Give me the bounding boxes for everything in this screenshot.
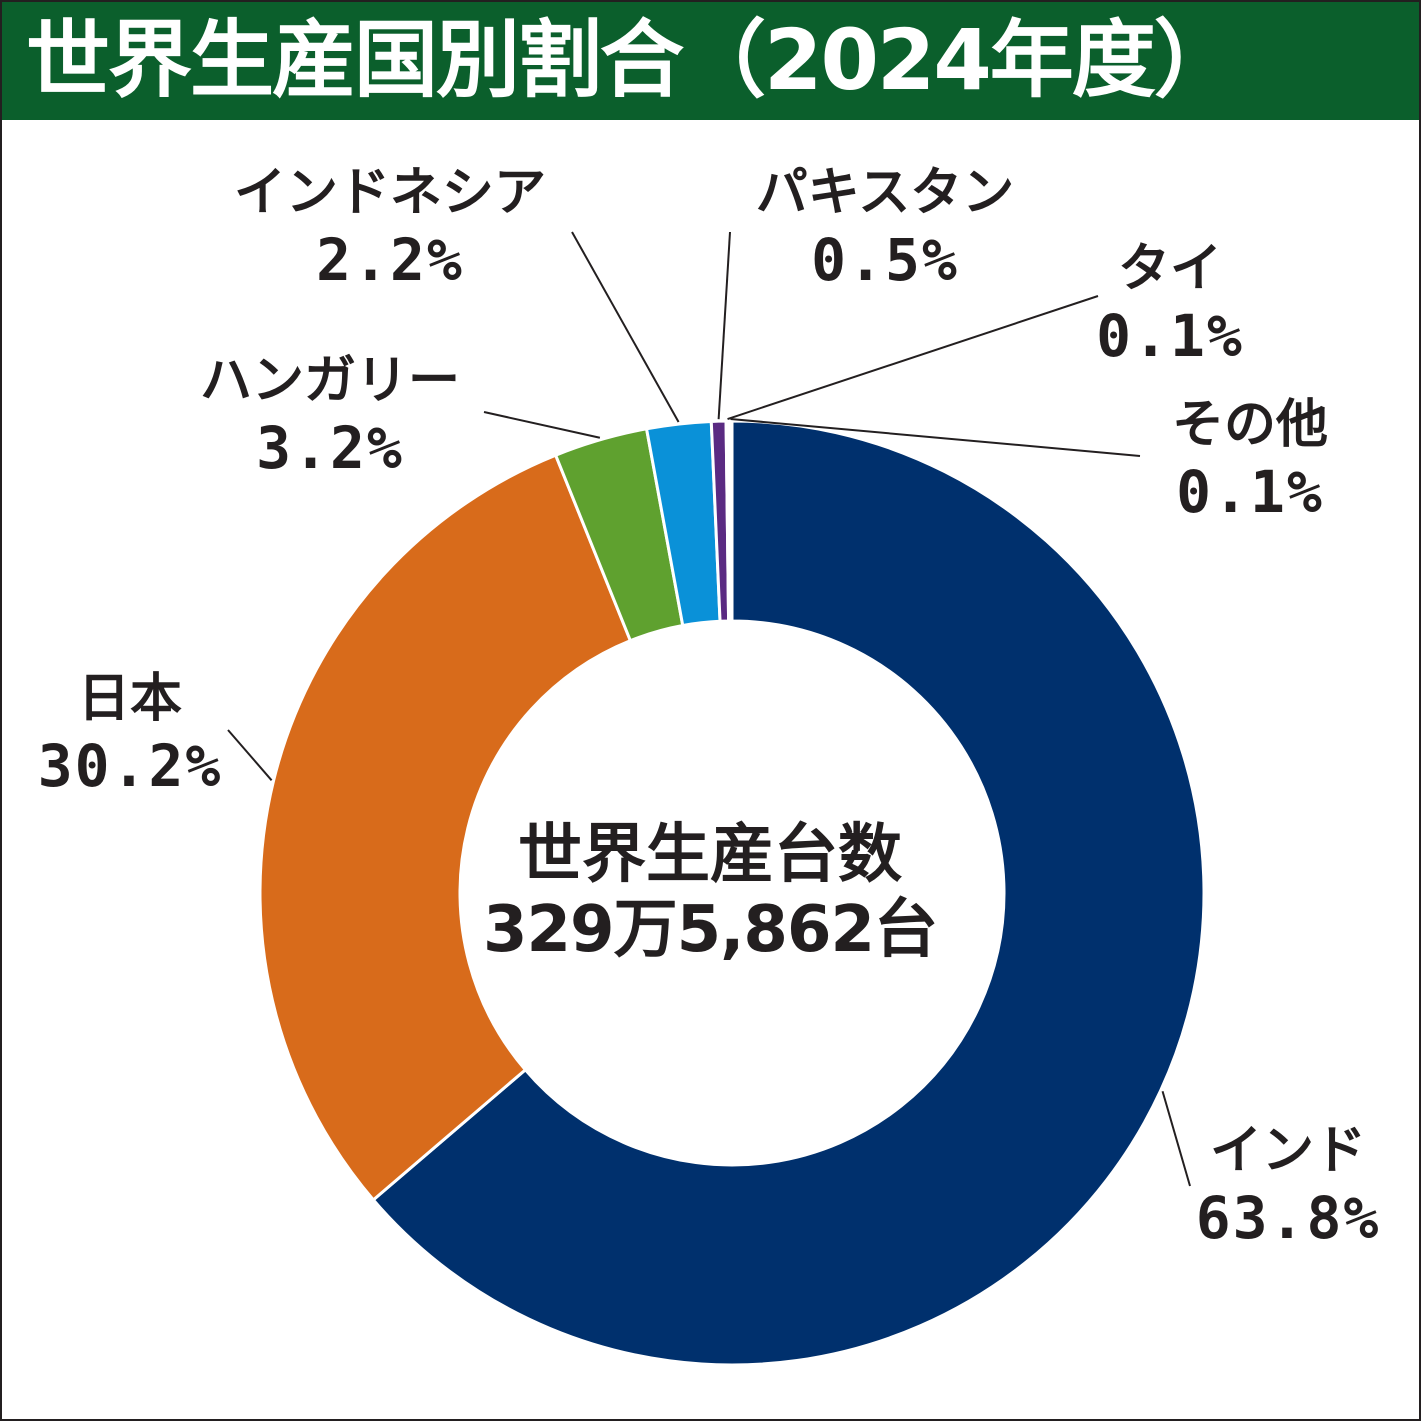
label-indonesia-name: インドネシア <box>233 163 546 223</box>
label-japan-pct: 30.2% <box>37 732 223 800</box>
label-hungary-name: ハンガリー <box>199 351 460 411</box>
label-japan-name: 日本 <box>77 669 182 729</box>
slice-other <box>727 419 734 623</box>
center-summary: 世界生産台数 329万5,862台 <box>470 818 950 968</box>
label-hungary: ハンガリー 3.2% <box>170 348 490 482</box>
leader-line-pakistan <box>717 231 731 420</box>
leader-line-hungary <box>483 411 601 439</box>
label-hungary-pct: 3.2% <box>256 414 404 482</box>
title-bar: 世界生産国別割合（2024年度） <box>2 2 1419 120</box>
label-india: インド 63.8% <box>1188 1118 1388 1252</box>
leader-line-indonesia <box>571 231 680 423</box>
center-value: 329万5,862台 <box>482 893 938 967</box>
label-other: その他 0.1% <box>1145 392 1355 526</box>
label-other-name: その他 <box>1171 395 1328 455</box>
label-japan: 日本 30.2% <box>30 666 230 800</box>
leader-line-india <box>1161 1090 1191 1187</box>
label-indonesia-pct: 2.2% <box>316 226 464 294</box>
slice-india <box>371 419 1206 1367</box>
chart-title: 世界生産国別割合（2024年度） <box>26 11 1238 109</box>
label-pakistan-name: パキスタン <box>755 163 1015 223</box>
label-pakistan-pct: 0.5% <box>811 226 959 294</box>
label-india-name: インド <box>1209 1121 1366 1181</box>
leader-line-other <box>730 418 1141 457</box>
center-title: 世界生産台数 <box>518 818 902 892</box>
leader-line-thailand <box>727 295 1099 420</box>
label-pakistan: パキスタン 0.5% <box>720 160 1050 294</box>
label-other-pct: 0.1% <box>1176 458 1324 526</box>
label-thailand: タイ 0.1% <box>1080 236 1260 370</box>
label-thailand-name: タイ <box>1117 239 1222 299</box>
leader-line-japan <box>227 729 273 781</box>
label-thailand-pct: 0.1% <box>1096 302 1244 370</box>
label-indonesia: インドネシア 2.2% <box>190 160 590 294</box>
label-india-pct: 63.8% <box>1195 1184 1381 1252</box>
slice-japan <box>258 453 633 1202</box>
